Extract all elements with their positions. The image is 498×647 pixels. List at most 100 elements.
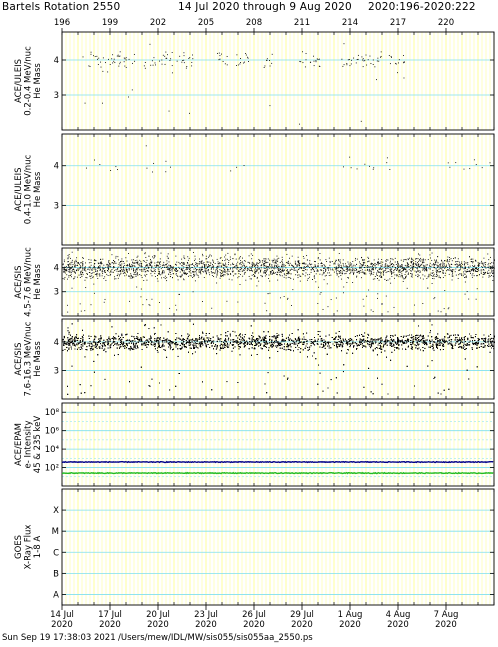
data-point <box>326 261 328 262</box>
data-point <box>378 268 380 270</box>
data-point <box>351 269 353 271</box>
data-point <box>380 51 382 53</box>
data-point <box>467 262 469 264</box>
data-point <box>232 275 234 277</box>
data-point <box>474 264 476 266</box>
data-point <box>89 275 91 277</box>
data-point <box>158 269 160 271</box>
data-point <box>416 262 418 264</box>
data-point <box>265 265 267 267</box>
data-point <box>464 273 466 275</box>
data-point <box>114 270 116 271</box>
data-point <box>390 55 392 57</box>
data-point <box>146 267 148 269</box>
data-point <box>135 269 137 271</box>
data-point <box>277 264 279 266</box>
data-point <box>120 264 121 266</box>
data-point <box>493 258 495 260</box>
data-point <box>199 261 201 263</box>
data-point <box>142 304 144 306</box>
data-point <box>100 61 101 63</box>
data-point <box>306 255 308 257</box>
data-point <box>348 58 350 60</box>
data-point <box>153 255 155 257</box>
data-point <box>216 274 218 276</box>
data-point <box>420 277 421 279</box>
data-points <box>86 145 491 173</box>
data-point <box>264 271 266 273</box>
data-point <box>476 267 478 269</box>
data-point <box>360 271 362 273</box>
data-point <box>338 264 340 266</box>
data-point <box>82 264 84 266</box>
data-point <box>404 264 406 266</box>
data-point <box>386 264 388 266</box>
data-point <box>118 263 120 265</box>
data-point <box>342 292 344 294</box>
data-point <box>470 261 472 263</box>
data-point <box>220 257 222 259</box>
data-point <box>199 269 201 271</box>
data-point <box>95 267 97 269</box>
data-point <box>63 278 65 280</box>
data-point <box>335 272 337 274</box>
data-point <box>439 277 441 279</box>
panel-label: ACE/ULEIS0.2-0.4 MeV/nucHe Mass <box>14 46 43 116</box>
data-point <box>283 264 285 266</box>
data-point <box>116 270 118 272</box>
data-point <box>329 267 331 269</box>
data-point <box>258 267 260 269</box>
data-point <box>134 265 136 267</box>
data-point <box>228 270 230 272</box>
data-point <box>133 262 135 264</box>
data-point <box>222 272 224 274</box>
data-point <box>211 271 213 273</box>
data-point <box>273 264 275 266</box>
data-point <box>273 272 275 274</box>
panel-label-line: ACE/ULEIS <box>14 167 24 211</box>
data-point <box>444 275 446 277</box>
data-point <box>305 266 307 267</box>
data-point <box>241 270 243 272</box>
data-point <box>329 262 331 263</box>
data-point <box>271 267 272 269</box>
data-point <box>111 269 113 270</box>
data-point <box>321 262 322 264</box>
data-point <box>349 268 351 270</box>
data-point <box>237 301 239 303</box>
data-point <box>263 265 265 267</box>
data-point <box>322 273 324 275</box>
data-point <box>102 70 104 72</box>
data-point <box>404 268 406 270</box>
data-point <box>120 261 121 263</box>
data-point <box>247 261 249 263</box>
data-point <box>463 264 465 266</box>
data-point <box>404 274 406 275</box>
data-points <box>82 43 405 125</box>
data-point <box>456 266 458 268</box>
data-point <box>472 268 474 270</box>
data-point <box>422 278 424 280</box>
data-point <box>99 164 101 166</box>
data-point <box>315 273 317 275</box>
data-point <box>410 270 412 272</box>
data-point <box>338 259 339 261</box>
data-point <box>488 274 490 276</box>
data-point <box>210 268 212 270</box>
data-point <box>183 270 185 272</box>
data-point <box>432 274 434 276</box>
data-point <box>381 259 383 260</box>
data-point <box>75 261 77 263</box>
data-point <box>399 265 401 267</box>
data-point <box>490 266 492 267</box>
data-point <box>142 260 144 262</box>
data-point <box>291 264 293 266</box>
data-point <box>196 264 198 266</box>
data-point <box>181 269 183 271</box>
data-point <box>110 266 112 268</box>
data-point <box>251 278 252 280</box>
data-point <box>187 267 189 269</box>
data-point <box>169 307 171 309</box>
data-point <box>148 267 149 269</box>
data-point <box>375 267 377 269</box>
